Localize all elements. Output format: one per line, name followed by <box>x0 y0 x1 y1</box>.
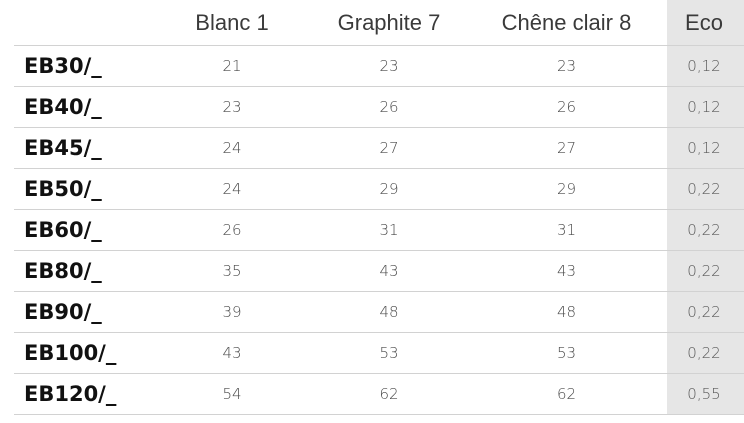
cell-blanc: 24 <box>155 127 309 169</box>
cell-graphite: 31 <box>309 209 469 251</box>
row-reference: EB45/_ <box>14 127 155 169</box>
table-row: EB40/_ 23 26 26 0,12 <box>14 86 744 128</box>
cell-blanc: 21 <box>155 45 309 87</box>
table-row: EB45/_ 24 27 27 0,12 <box>14 127 744 169</box>
table-row: EB90/_ 39 48 48 0,22 <box>14 291 744 333</box>
row-reference: EB90/_ <box>14 291 155 333</box>
cell-eco: 0,12 <box>664 86 744 128</box>
row-reference: EB100/_ <box>14 332 155 374</box>
header-blanc: Blanc 1 <box>195 9 269 35</box>
table-row: EB120/_ 54 62 62 0,55 <box>14 373 744 415</box>
cell-eco: 0,55 <box>664 373 744 415</box>
header-reference <box>14 0 155 46</box>
cell-eco: 0,22 <box>664 168 744 210</box>
header-eco: Eco <box>685 9 723 35</box>
row-reference: EB40/_ <box>14 86 155 128</box>
cell-eco: 0,22 <box>664 332 744 374</box>
header-row: Blanc 1 Graphite 7 Chêne clair 8 Eco <box>14 0 744 46</box>
cell-blanc: 39 <box>155 291 309 333</box>
row-reference: EB80/_ <box>14 250 155 292</box>
cell-blanc: 43 <box>155 332 309 374</box>
cell-graphite: 43 <box>309 250 469 292</box>
row-reference: EB120/_ <box>14 373 155 415</box>
cell-chene-clair: 29 <box>469 168 664 210</box>
price-table: Blanc 1 Graphite 7 Chêne clair 8 Eco EB3… <box>14 0 744 415</box>
cell-chene-clair: 62 <box>469 373 664 415</box>
cell-chene-clair: 48 <box>469 291 664 333</box>
cell-graphite: 62 <box>309 373 469 415</box>
header-graphite: Graphite 7 <box>337 9 441 35</box>
cell-graphite: 23 <box>309 45 469 87</box>
cell-blanc: 54 <box>155 373 309 415</box>
cell-blanc: 26 <box>155 209 309 251</box>
cell-chene-clair: 26 <box>469 86 664 128</box>
cell-eco: 0,12 <box>664 45 744 87</box>
cell-graphite: 26 <box>309 86 469 128</box>
cell-eco: 0,12 <box>664 127 744 169</box>
cell-chene-clair: 53 <box>469 332 664 374</box>
cell-eco: 0,22 <box>664 250 744 292</box>
row-reference: EB30/_ <box>14 45 155 87</box>
cell-graphite: 27 <box>309 127 469 169</box>
table-row: EB100/_ 43 53 53 0,22 <box>14 332 744 374</box>
row-reference: EB50/_ <box>14 168 155 210</box>
cell-chene-clair: 43 <box>469 250 664 292</box>
cell-graphite: 48 <box>309 291 469 333</box>
table-row: EB60/_ 26 31 31 0,22 <box>14 209 744 251</box>
table-row: EB80/_ 35 43 43 0,22 <box>14 250 744 292</box>
cell-blanc: 23 <box>155 86 309 128</box>
table-row: EB30/_ 21 23 23 0,12 <box>14 45 744 87</box>
cell-eco: 0,22 <box>664 291 744 333</box>
cell-graphite: 29 <box>309 168 469 210</box>
cell-blanc: 35 <box>155 250 309 292</box>
cell-chene-clair: 31 <box>469 209 664 251</box>
cell-chene-clair: 27 <box>469 127 664 169</box>
header-chene-clair: Chêne clair 8 <box>501 9 632 35</box>
cell-chene-clair: 23 <box>469 45 664 87</box>
cell-eco: 0,22 <box>664 209 744 251</box>
row-reference: EB60/_ <box>14 209 155 251</box>
cell-blanc: 24 <box>155 168 309 210</box>
cell-graphite: 53 <box>309 332 469 374</box>
table-row: EB50/_ 24 29 29 0,22 <box>14 168 744 210</box>
